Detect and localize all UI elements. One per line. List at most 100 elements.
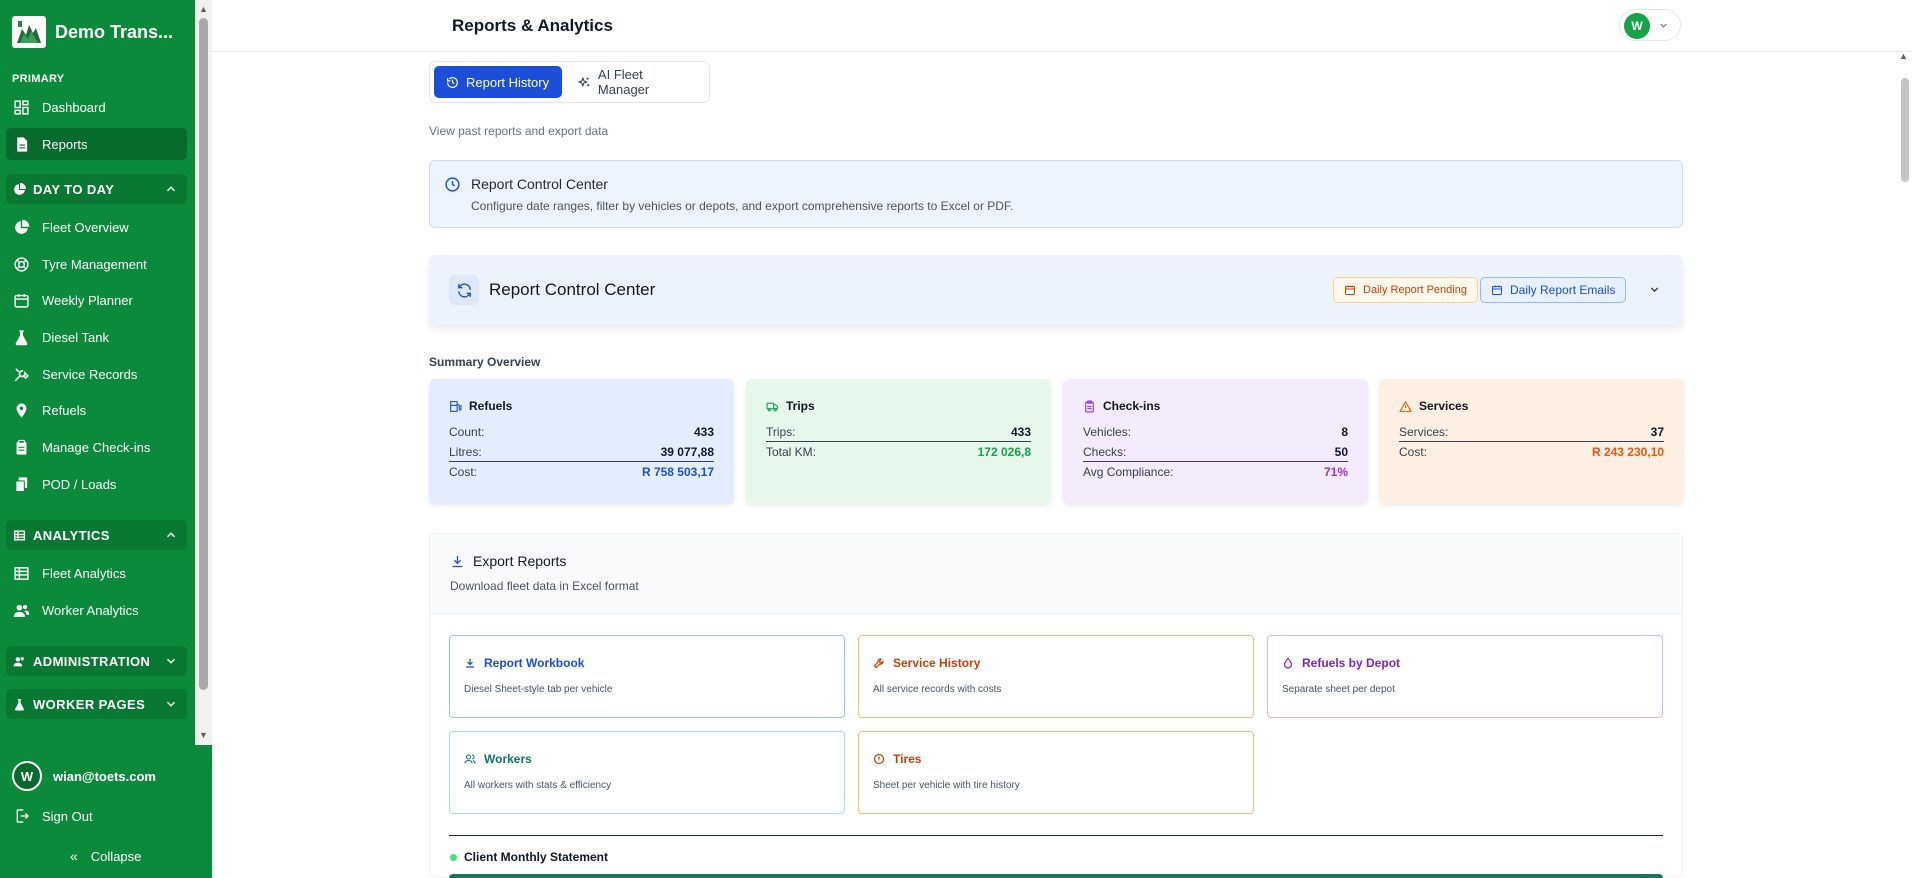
group-worker-pages[interactable]: WORKER PAGES: [6, 689, 187, 719]
export-card-tires[interactable]: Tires Sheet per vehicle with tire histor…: [858, 731, 1254, 814]
stat-label: Checks:: [1083, 444, 1127, 459]
report-tabs: Report History AI Fleet Manager: [429, 61, 710, 103]
life-buoy-icon: [14, 256, 29, 272]
daily-report-emails-label: Daily Report Emails: [1510, 283, 1616, 297]
export-reports-header: Export Reports Download fleet data in Ex…: [430, 534, 1682, 614]
avatar: W: [12, 761, 42, 791]
pie-chart-icon: [15, 219, 30, 234]
nav-pod-loads[interactable]: POD / Loads: [6, 468, 187, 500]
group-analytics-label: ANALYTICS: [33, 527, 110, 543]
main-scrollbar-thumb[interactable]: [1901, 78, 1909, 182]
nav-service-records-label: Service Records: [42, 366, 138, 382]
nav-manage-check-ins-label: Manage Check-ins: [42, 439, 151, 455]
nav-reports[interactable]: Reports: [6, 128, 187, 160]
export-card-workers[interactable]: Workers All workers with stats & efficie…: [449, 731, 845, 814]
clipboard-icon: [16, 439, 27, 455]
nav-refuels-label: Refuels: [42, 402, 87, 418]
export-card-service-history[interactable]: Service History All service records with…: [858, 635, 1254, 718]
tab-ai-fleet-manager-label: AI Fleet Manager: [597, 67, 650, 97]
clipboard-icon: [1085, 400, 1094, 412]
tab-ai-fleet-manager[interactable]: AI Fleet Manager: [566, 66, 709, 98]
download-icon: [452, 555, 463, 568]
sidebar-scroll-area: Demo Trans... PRIMARY Dashboard Reports …: [0, 0, 193, 745]
stat-value: 433: [693, 425, 714, 439]
sidebar: Demo Trans... PRIMARY Dashboard Reports …: [0, 0, 212, 878]
export-card-refuels-by-depot[interactable]: Refuels by Depot Separate sheet per depo…: [1267, 635, 1663, 718]
stat-label: Cost:: [449, 465, 478, 479]
group-analytics[interactable]: ANALYTICS: [6, 520, 187, 550]
group-day-to-day[interactable]: DAY TO DAY: [6, 174, 187, 204]
export-card-title: Tires: [893, 752, 922, 766]
main-scrollbar[interactable]: ▲: [1895, 51, 1912, 878]
nav-diesel-tank-label: Diesel Tank: [42, 329, 109, 345]
section-divider: [449, 835, 1663, 836]
daily-report-pending-badge: Daily Report Pending: [1333, 277, 1478, 303]
summary-card-services: Services Services: 37 Cost: R 243 230,10: [1379, 379, 1684, 504]
truck-icon: [766, 402, 778, 411]
summary-card-check-ins: Check-ins Vehicles: 8 Checks: 50 Avg Compl…: [1063, 379, 1368, 504]
wrench-icon: [873, 658, 884, 669]
user-menu-button[interactable]: W: [1619, 9, 1681, 41]
nav-fleet-overview-label: Fleet Overview: [42, 219, 129, 235]
tab-report-history[interactable]: Report History: [434, 66, 562, 98]
export-card-description: Separate sheet per depot: [1282, 684, 1395, 695]
alert-triangle-icon: [1399, 400, 1412, 412]
group-worker-pages-label: WORKER PAGES: [33, 696, 146, 712]
stat-value: 39 077,88: [660, 444, 714, 459]
daily-report-emails-button[interactable]: Daily Report Emails: [1480, 277, 1627, 303]
nav-fleet-analytics[interactable]: Fleet Analytics: [6, 557, 187, 589]
nav-worker-analytics[interactable]: Worker Analytics: [6, 594, 187, 626]
avatar: W: [1624, 13, 1650, 39]
chevron-down-icon: [1660, 23, 1667, 28]
report-control-center-panel[interactable]: Report Control Center Daily Report Pendi…: [429, 255, 1683, 325]
nav-weekly-planner[interactable]: Weekly Planner: [6, 284, 187, 316]
nav-worker-analytics-label: Worker Analytics: [42, 602, 139, 618]
fuel-icon: [450, 400, 462, 412]
export-reports-title: Export Reports: [473, 553, 567, 569]
group-administration[interactable]: ADMINISTRATION: [6, 646, 187, 676]
nav-dashboard[interactable]: Dashboard: [6, 91, 187, 123]
nav-service-records[interactable]: Service Records: [6, 358, 187, 390]
user-email: wian@toets.com: [53, 768, 156, 784]
stat-value: R 758 503,17: [641, 465, 714, 479]
sidebar-scrollbar-thumb[interactable]: [199, 18, 208, 690]
company-logo-icon: [12, 16, 46, 48]
export-card-title: Report Workbook: [484, 656, 585, 670]
nav-diesel-tank[interactable]: Diesel Tank: [6, 321, 187, 353]
scroll-up-arrow-icon[interactable]: ▲: [199, 4, 208, 14]
group-administration-label: ADMINISTRATION: [33, 653, 151, 669]
scroll-up-arrow-icon[interactable]: ▲: [1899, 51, 1908, 61]
export-card-description: All service records with costs: [873, 684, 1002, 695]
stat-label: Count:: [449, 425, 485, 439]
scroll-down-arrow-icon[interactable]: ▼: [199, 730, 208, 740]
summary-card-title: Check-ins: [1103, 399, 1161, 413]
info-banner: Report Control Center Configure date ran…: [429, 160, 1683, 228]
sign-out-button[interactable]: Sign Out: [14, 808, 93, 824]
history-icon: [447, 76, 458, 88]
nav-tyre-management-label: Tyre Management: [42, 256, 147, 272]
stat-label: Services:: [1399, 424, 1449, 439]
stat-value: 433: [1010, 424, 1031, 439]
brand[interactable]: Demo Trans...: [12, 16, 173, 48]
export-card-title: Workers: [484, 752, 532, 766]
chevron-down-icon[interactable]: [1648, 283, 1661, 296]
nav-fleet-overview[interactable]: Fleet Overview: [6, 211, 187, 243]
users-icon: [464, 754, 476, 764]
flask-icon: [15, 329, 28, 345]
stat-value: 37: [1650, 424, 1664, 439]
sidebar-scrollbar[interactable]: ▲ ▼: [195, 0, 212, 745]
user-profile[interactable]: W wian@toets.com: [12, 761, 156, 791]
info-banner-description: Configure date ranges, filter by vehicle…: [471, 199, 1014, 213]
chevron-up-icon: [166, 186, 176, 192]
collapse-button[interactable]: « Collapse: [70, 848, 141, 864]
stat-label: Vehicles:: [1083, 425, 1132, 439]
nav-manage-check-ins[interactable]: Manage Check-ins: [6, 431, 187, 463]
nav-tyre-management[interactable]: Tyre Management: [6, 248, 187, 280]
page-title: Reports & Analytics: [452, 16, 613, 35]
group-day-to-day-label: DAY TO DAY: [33, 181, 115, 197]
nav-refuels[interactable]: Refuels: [6, 394, 187, 426]
summary-card-title: Refuels: [469, 399, 513, 413]
export-card-report-workbook[interactable]: Report Workbook Diesel Sheet-style tab p…: [449, 635, 845, 718]
stat-value: 172 026,8: [977, 445, 1031, 459]
